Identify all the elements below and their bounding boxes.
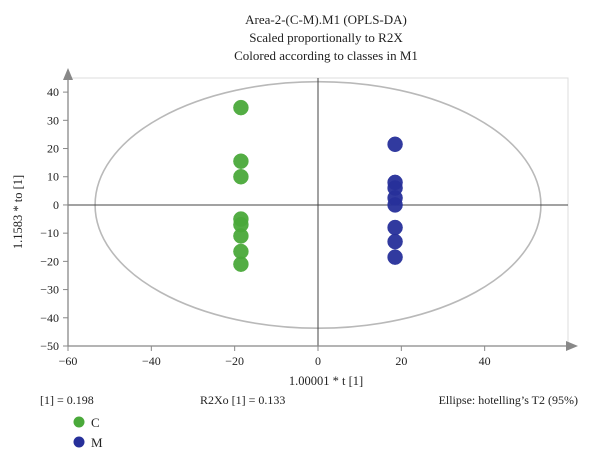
x-tick-label: 0: [315, 354, 321, 368]
axes: −60 −40 −20 0 20 40 40 30 20 10 0 −10 −20 −30 −40 −50: [40, 68, 578, 368]
data-point-c: [233, 228, 249, 244]
data-point-m: [387, 136, 403, 153]
y-tick-label: 10: [47, 170, 59, 184]
data-point-m: [387, 197, 403, 213]
y-tick-label: 0: [53, 198, 59, 212]
x-axis-label: 1.00001 * t [1]: [289, 374, 363, 388]
x-tick-label: 40: [479, 354, 491, 368]
data-point-c: [233, 99, 249, 116]
title-line-3: Colored according to classes in M1: [234, 48, 418, 63]
x-tick-label: 20: [395, 354, 407, 368]
data-point-m: [387, 233, 403, 250]
data-point-m: [387, 249, 403, 265]
footer-r2x: [1] = 0.198: [40, 393, 94, 407]
y-tick-label: −30: [40, 283, 59, 297]
x-axis-arrow: [566, 341, 578, 351]
y-tick-label: −20: [40, 254, 59, 268]
legend-marker-m: [73, 436, 85, 448]
chart-title: Area-2-(C-M).M1 (OPLS-DA) Scaled proport…: [234, 12, 418, 63]
x-tick-label: −40: [142, 354, 161, 368]
y-tick-label: −10: [40, 226, 59, 240]
y-axis-arrow: [63, 68, 73, 80]
x-tick-label: −60: [59, 354, 78, 368]
data-point-c: [233, 153, 249, 169]
footer-ellipse: Ellipse: hotelling’s T2 (95%): [439, 393, 578, 407]
y-tick-label: −50: [40, 339, 59, 353]
legend-label-m: M: [91, 435, 103, 450]
data-points: [233, 99, 403, 272]
title-line-2: Scaled proportionally to R2X: [249, 30, 403, 45]
y-axis-label: 1.1583 * to [1]: [11, 175, 25, 249]
zero-lines: [68, 78, 568, 346]
y-tick-label: 40: [47, 85, 59, 99]
y-tick-label: −40: [40, 311, 59, 325]
data-point-m: [387, 219, 403, 236]
legend-label-c: C: [91, 415, 100, 430]
title-line-1: Area-2-(C-M).M1 (OPLS-DA): [245, 12, 407, 27]
data-point-c: [233, 168, 249, 185]
legend-marker-c: [73, 416, 85, 428]
y-tick-label: 20: [47, 142, 59, 156]
data-point-c: [233, 256, 249, 272]
x-tick-label: −20: [225, 354, 244, 368]
legend: C M: [73, 415, 103, 450]
y-tick-label: 30: [47, 113, 59, 127]
footer-r2xo: R2Xo [1] = 0.133: [200, 393, 285, 407]
